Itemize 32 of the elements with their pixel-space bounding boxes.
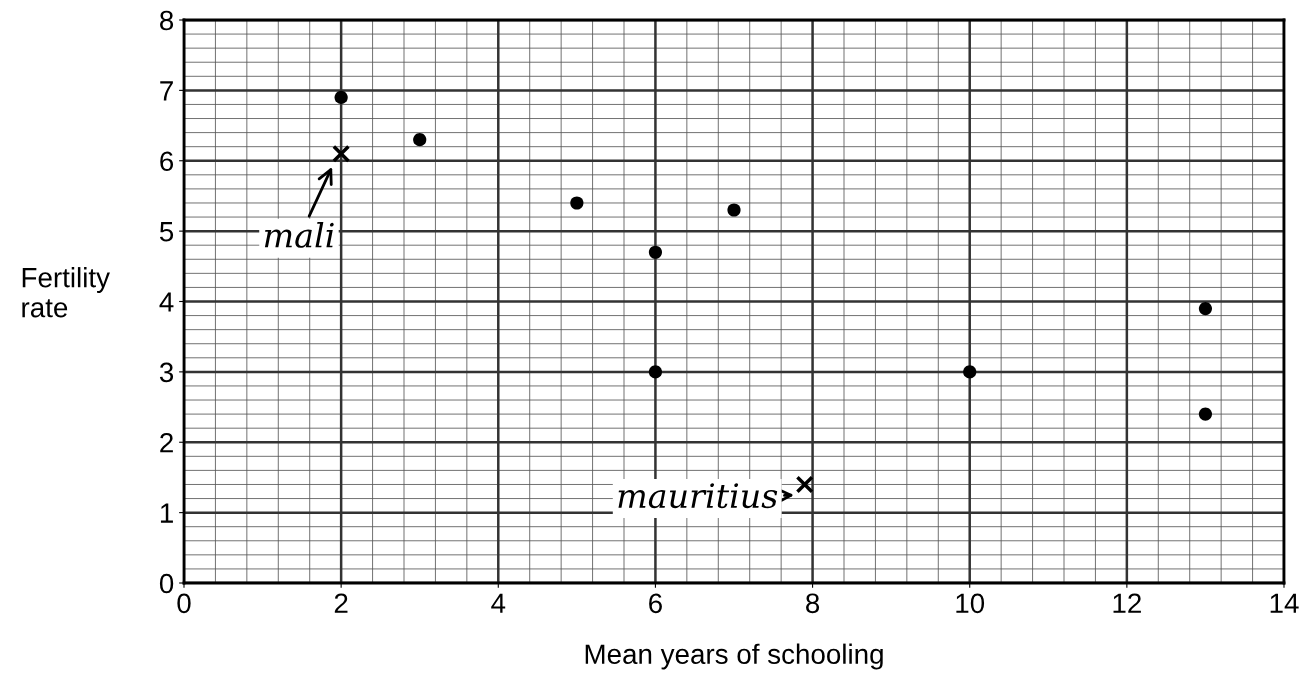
y-tick-label: 1 [160, 503, 173, 523]
point [1198, 407, 1213, 421]
y-tick-label: 8 [160, 10, 174, 31]
x-tick-label: 2 [334, 593, 348, 613]
y-axis-title: Fertility rate [22, 267, 110, 318]
point [570, 196, 584, 210]
x-axis-title: Mean years of schooling [585, 643, 883, 670]
point [727, 203, 741, 217]
x-tick-label: 6 [649, 593, 662, 614]
y-tick-label: 5 [159, 222, 174, 242]
point [795, 475, 814, 494]
x-tick-label: 10 [956, 593, 985, 614]
y-tick-label: 2 [160, 432, 173, 453]
x-tick-label: 8 [806, 593, 820, 614]
point [332, 144, 351, 163]
annotation: mauritius [618, 483, 778, 509]
point [413, 133, 427, 147]
x-tick-label: 12 [1113, 593, 1141, 613]
x-tick-label: 0 [177, 593, 191, 614]
y-tick-label: 4 [159, 292, 174, 312]
point [1198, 301, 1213, 316]
point [648, 245, 663, 259]
point [334, 90, 348, 104]
y-tick-label: 6 [160, 151, 174, 172]
x-tick-label: 14 [1270, 593, 1299, 613]
point [648, 365, 663, 379]
x-tick-label: 4 [491, 593, 506, 613]
y-tick-label: 3 [159, 362, 174, 383]
y-tick-label: 0 [159, 573, 174, 594]
point [963, 365, 977, 379]
annotation: mali [264, 222, 334, 248]
y-tick-label: 7 [160, 81, 173, 101]
